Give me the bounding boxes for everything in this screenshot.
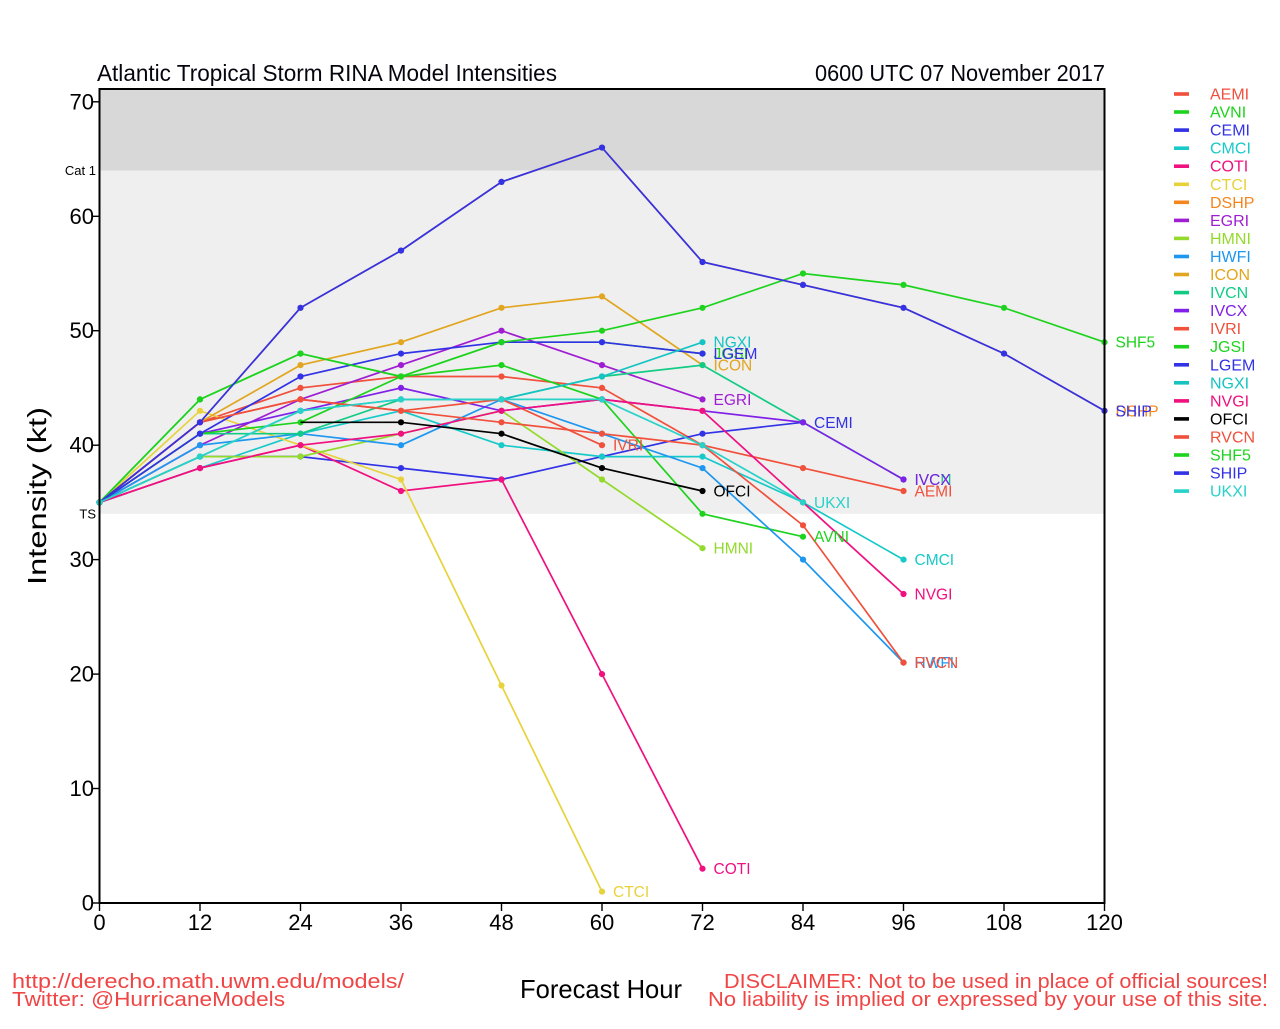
- svg-text:CEMI: CEMI: [814, 415, 853, 432]
- svg-text:72: 72: [690, 910, 714, 935]
- svg-text:UKXI: UKXI: [814, 495, 850, 512]
- svg-text:0600 UTC 07 November 2017: 0600 UTC 07 November 2017: [815, 60, 1105, 86]
- svg-text:CTCI: CTCI: [613, 884, 649, 901]
- svg-text:AEMI: AEMI: [1210, 87, 1249, 104]
- svg-text:CTCI: CTCI: [1210, 177, 1247, 194]
- svg-text:IVCN: IVCN: [1210, 285, 1248, 302]
- svg-text:Twitter: @HurricaneModels: Twitter: @HurricaneModels: [12, 989, 285, 1011]
- svg-text:30: 30: [70, 547, 94, 572]
- svg-text:12: 12: [188, 910, 212, 935]
- svg-text:84: 84: [791, 910, 815, 935]
- svg-text:IVCX: IVCX: [915, 472, 952, 489]
- svg-text:TS: TS: [79, 506, 96, 521]
- svg-text:COTI: COTI: [1210, 159, 1248, 176]
- svg-text:CMCI: CMCI: [1210, 141, 1251, 158]
- svg-text:LGEM: LGEM: [714, 346, 758, 363]
- svg-text:48: 48: [489, 910, 513, 935]
- svg-text:HWFI: HWFI: [915, 655, 955, 672]
- svg-text:OFCI: OFCI: [1210, 411, 1248, 428]
- svg-text:LGEM: LGEM: [1210, 357, 1255, 374]
- svg-text:AEMI: AEMI: [915, 484, 953, 501]
- svg-text:108: 108: [986, 910, 1023, 935]
- svg-text:OFCI: OFCI: [714, 484, 751, 501]
- svg-text:24: 24: [288, 910, 312, 935]
- svg-text:HMNI: HMNI: [714, 541, 754, 558]
- svg-text:http://derecho.math.uwm.edu/mo: http://derecho.math.uwm.edu/models/: [12, 971, 405, 993]
- svg-text:NVGI: NVGI: [1210, 393, 1249, 410]
- svg-text:RVCN: RVCN: [1210, 430, 1255, 447]
- svg-text:Atlantic Tropical Storm RINA M: Atlantic Tropical Storm RINA Model Inten…: [97, 60, 557, 86]
- svg-text:JGSI: JGSI: [714, 346, 748, 363]
- svg-text:SHIP: SHIP: [1116, 403, 1152, 420]
- svg-text:EGRI: EGRI: [714, 392, 752, 409]
- svg-text:50: 50: [70, 318, 94, 343]
- svg-text:60: 60: [590, 910, 614, 935]
- svg-text:IVRI: IVRI: [613, 438, 643, 455]
- svg-text:NGXI: NGXI: [1210, 375, 1249, 392]
- svg-text:40: 40: [70, 433, 94, 458]
- svg-text:SHIP: SHIP: [1210, 466, 1247, 483]
- svg-text:ICON: ICON: [714, 358, 753, 375]
- svg-text:SHF5: SHF5: [1210, 448, 1251, 465]
- svg-text:0: 0: [82, 891, 94, 916]
- svg-text:JGSI: JGSI: [1210, 339, 1246, 356]
- svg-text:AVNI: AVNI: [1210, 105, 1246, 122]
- svg-text:RVCN: RVCN: [915, 655, 959, 672]
- svg-text:HWFI: HWFI: [1210, 249, 1251, 266]
- svg-text:IVCN: IVCN: [915, 472, 952, 489]
- svg-text:96: 96: [891, 910, 915, 935]
- svg-text:Forecast Hour: Forecast Hour: [520, 974, 682, 1004]
- svg-text:EGRI: EGRI: [1210, 213, 1249, 230]
- svg-text:ICON: ICON: [1210, 267, 1250, 284]
- svg-text:60: 60: [70, 204, 94, 229]
- svg-text:SHF5: SHF5: [1116, 335, 1156, 352]
- svg-text:NGXI: NGXI: [714, 335, 752, 352]
- svg-text:DSHP: DSHP: [1210, 195, 1254, 212]
- svg-text:36: 36: [389, 910, 413, 935]
- svg-text:AVNI: AVNI: [814, 529, 849, 546]
- svg-text:No liability is implied or exp: No liability is implied or expressed by …: [708, 989, 1268, 1011]
- svg-text:0: 0: [93, 910, 105, 935]
- svg-text:20: 20: [70, 662, 94, 687]
- svg-text:COTI: COTI: [714, 861, 751, 878]
- svg-text:CEMI: CEMI: [1210, 123, 1250, 140]
- svg-text:Intensity (kt): Intensity (kt): [22, 407, 52, 585]
- svg-text:IVCX: IVCX: [1210, 303, 1248, 320]
- svg-text:IVRI: IVRI: [1210, 321, 1241, 338]
- svg-text:Cat 1: Cat 1: [65, 163, 96, 178]
- svg-text:DISCLAIMER: Not to be used in: DISCLAIMER: Not to be used in place of o…: [724, 971, 1268, 993]
- svg-text:NVGI: NVGI: [915, 587, 953, 604]
- svg-text:10: 10: [70, 776, 94, 801]
- svg-text:120: 120: [1086, 910, 1123, 935]
- svg-text:UKXI: UKXI: [1210, 484, 1247, 501]
- svg-text:HMNI: HMNI: [1210, 231, 1251, 248]
- svg-text:CMCI: CMCI: [915, 552, 955, 569]
- svg-text:DSHP: DSHP: [1116, 403, 1159, 420]
- svg-text:70: 70: [70, 89, 94, 114]
